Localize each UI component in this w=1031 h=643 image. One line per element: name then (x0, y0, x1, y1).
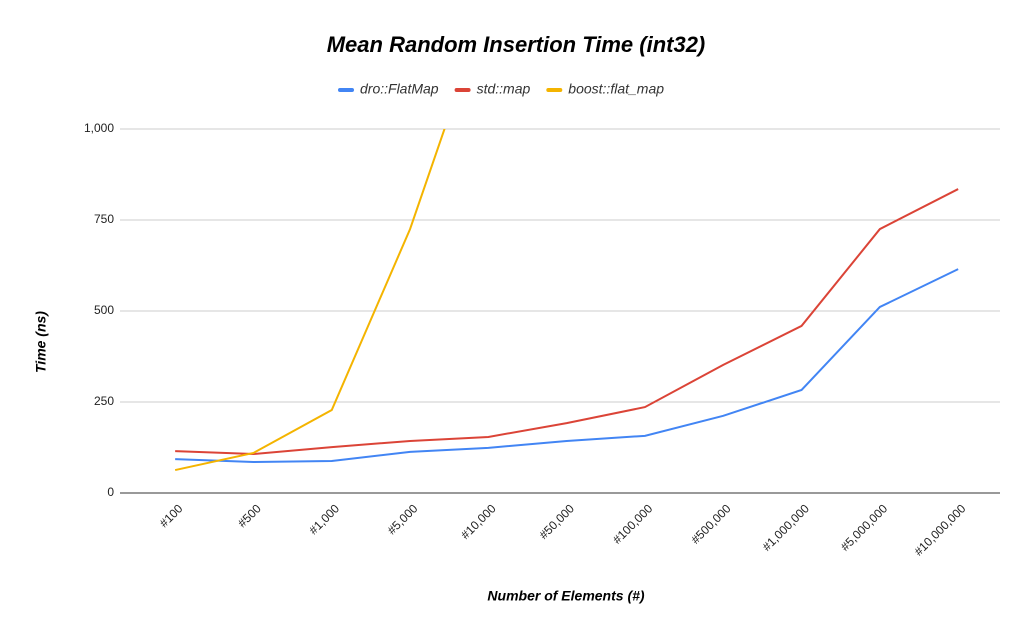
x-tick-label: #100,000 (610, 501, 656, 547)
x-tick-label: #500,000 (688, 501, 734, 547)
x-axis-title: Number of Elements (#) (487, 588, 644, 604)
chart-title: Mean Random Insertion Time (int32) (327, 32, 706, 57)
x-tick-label: #1,000 (306, 501, 342, 537)
series-line (175, 188, 959, 456)
x-tick-label: #5,000,000 (838, 501, 891, 554)
series-line (175, 268, 959, 464)
x-tick-label: #100 (157, 501, 186, 530)
y-tick-label: 500 (94, 303, 114, 317)
legend-label: boost::flat_map (568, 81, 664, 97)
y-tick-label: 250 (94, 394, 114, 408)
y-tick-label: 0 (107, 485, 114, 499)
x-tick-label: #10,000 (458, 501, 499, 542)
series-line (174, 129, 446, 472)
y-tick-label: 1,000 (84, 121, 114, 135)
x-tick-labels: #100 #500 #1,000 #5,000 #10,000 #50,000 #100,0… (157, 501, 969, 558)
y-axis-title: Time (ns) (33, 311, 49, 373)
x-tick-label: #5,000 (385, 501, 421, 537)
x-tick-label: #10,000,000 (911, 501, 968, 558)
legend-label: std::map (477, 81, 531, 97)
y-tick-label: 750 (94, 212, 114, 226)
x-tick-label: #1,000,000 (760, 501, 813, 554)
plot-lines (174, 129, 959, 472)
x-tick-label: #500 (235, 501, 264, 530)
legend: dro::FlatMap std::map boost::flat_map (338, 81, 664, 97)
legend-label: dro::FlatMap (360, 81, 439, 97)
x-tick-label: #50,000 (536, 501, 577, 542)
